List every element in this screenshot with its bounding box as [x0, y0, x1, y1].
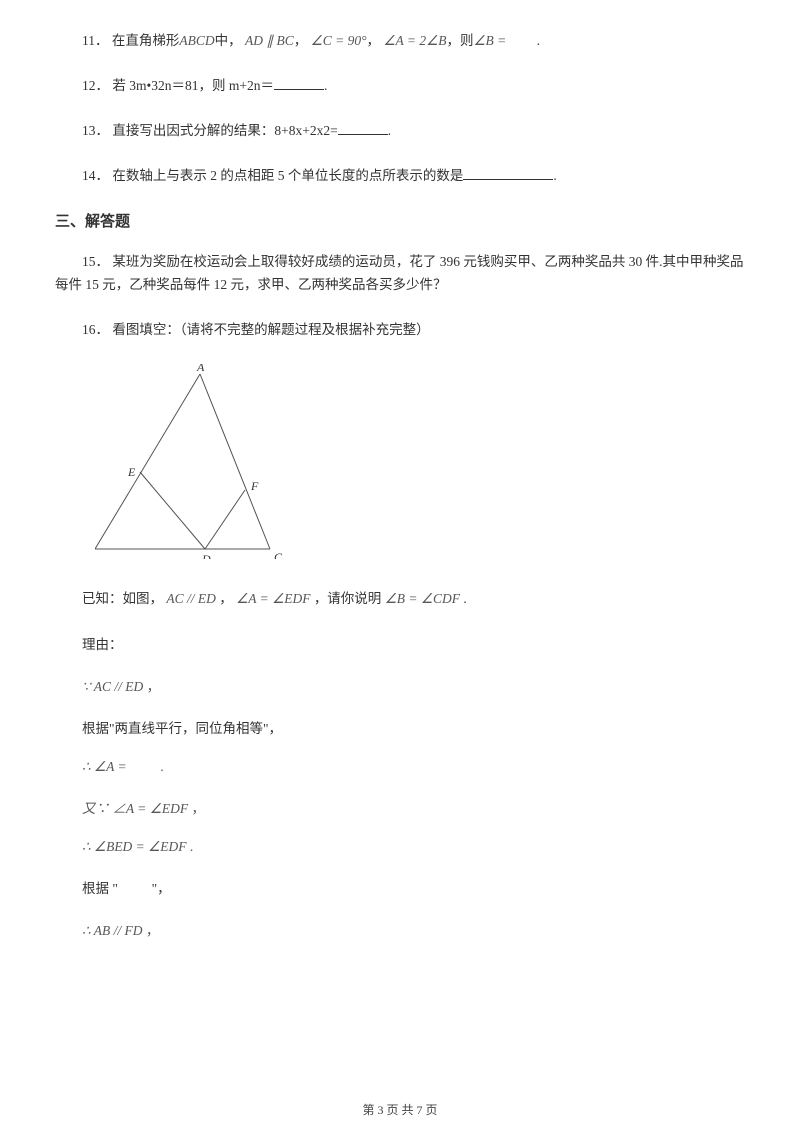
proof-s6: 根据 " "， [55, 877, 745, 897]
proof-given: 已知：如图， AC // ED ， ∠A = ∠EDF ，请你说明 ∠B = ∠… [55, 588, 745, 611]
proof-s1: ∵ AC // ED ， [55, 675, 745, 695]
q15-num: 15 [82, 254, 96, 269]
svg-text:C: C [274, 550, 283, 559]
question-16: 16． 看图填空：（请将不完整的解题过程及根据补充完整） [55, 319, 745, 342]
svg-text:F: F [250, 479, 259, 493]
proof-reason: 理由： [55, 633, 745, 653]
question-12: 12． 若 3m•32n＝81，则 m+2n＝. [55, 75, 745, 98]
q13-num: 13 [82, 123, 96, 138]
svg-text:E: E [127, 465, 136, 479]
question-11: 11． 在直角梯形ABCD中， AD ∥ BC， ∠C = 90°， ∠A = … [55, 30, 745, 53]
question-15: 15． 某班为奖励在校运动会上取得较好成绩的运动员，花了 396 元钱购买甲、乙… [55, 251, 745, 297]
proof-s3: ∴ ∠A = . [55, 759, 745, 775]
question-13: 13． 直接写出因式分解的结果：8+8x+2x2=. [55, 120, 745, 143]
blank-14 [463, 166, 553, 180]
svg-text:A: A [196, 364, 205, 374]
section-3-heading: 三、解答题 [55, 210, 745, 231]
page-footer: 第 3 页 共 7 页 [0, 1101, 800, 1118]
triangle-figure: ABCDEF [95, 364, 745, 564]
question-14: 14． 在数轴上与表示 2 的点相距 5 个单位长度的点所表示的数是. [55, 165, 745, 188]
q11-num: 11 [82, 33, 95, 48]
q14-num: 14 [82, 168, 96, 183]
blank-13 [338, 121, 388, 135]
proof-s5: ∴ ∠BED = ∠EDF . [55, 839, 745, 855]
blank-12 [274, 76, 324, 90]
svg-text:D: D [201, 552, 211, 559]
q12-num: 12 [82, 78, 96, 93]
proof-s2: 根据"两直线平行，同位角相等"， [55, 717, 745, 737]
proof-s4: 又∵ ∠A = ∠EDF ， [55, 797, 745, 817]
q16-num: 16 [82, 322, 96, 337]
proof-s7: ∴ AB // FD ， [55, 919, 745, 939]
